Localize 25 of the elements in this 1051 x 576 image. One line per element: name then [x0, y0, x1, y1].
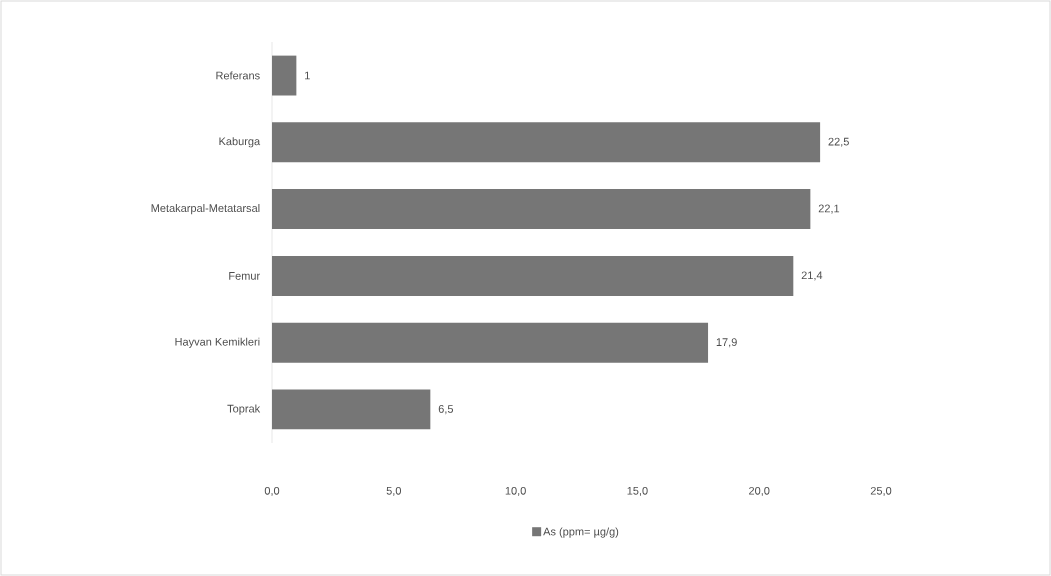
y-tick-label: Toprak	[227, 404, 261, 415]
x-tick-label: 15,0	[627, 486, 648, 496]
data-label: 21,4	[801, 271, 823, 281]
data-label: 22,1	[818, 204, 840, 214]
bar	[272, 55, 297, 96]
bar	[272, 255, 794, 296]
y-tick-label: Metakarpal-Metatarsal	[151, 203, 260, 215]
data-label: 17,9	[716, 338, 737, 348]
data-label: 22,5	[828, 137, 849, 147]
data-label: 6,5	[438, 405, 454, 415]
bar	[272, 122, 821, 163]
y-tick-label: Referans	[216, 71, 260, 80]
x-tick-label: 20,0	[749, 486, 770, 496]
y-tick-label: Femur	[229, 272, 260, 280]
y-tick-label: Kaburga	[219, 137, 261, 148]
bar	[272, 189, 811, 230]
bar	[272, 389, 431, 430]
x-tick-label: 5,0	[386, 486, 402, 496]
x-tick-label: 0,0	[264, 486, 280, 496]
data-label: 1	[305, 71, 310, 80]
bar	[272, 322, 709, 363]
x-tick-label: 25,0	[870, 486, 892, 496]
y-tick-label: Hayvan Kemikleri	[175, 337, 260, 348]
legend-label: As (ppm= µg/g)	[543, 527, 619, 538]
x-tick-label: 10,0	[505, 486, 526, 496]
